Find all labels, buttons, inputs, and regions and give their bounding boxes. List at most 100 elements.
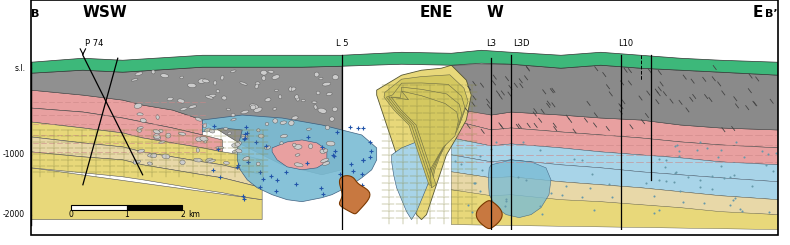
Ellipse shape <box>148 162 152 165</box>
Ellipse shape <box>265 98 271 102</box>
Ellipse shape <box>159 141 165 144</box>
Ellipse shape <box>220 75 224 80</box>
Ellipse shape <box>200 136 208 141</box>
Ellipse shape <box>153 136 161 140</box>
Polygon shape <box>389 87 461 187</box>
Polygon shape <box>31 122 262 175</box>
Ellipse shape <box>231 70 236 73</box>
Ellipse shape <box>222 96 227 100</box>
Ellipse shape <box>133 160 141 163</box>
Ellipse shape <box>319 77 323 80</box>
Ellipse shape <box>216 147 224 149</box>
Polygon shape <box>31 152 262 200</box>
Ellipse shape <box>167 97 173 101</box>
Text: -2000: -2000 <box>3 210 25 219</box>
Ellipse shape <box>240 82 247 85</box>
Text: -1000: -1000 <box>3 150 25 159</box>
Polygon shape <box>488 160 551 218</box>
Ellipse shape <box>254 107 262 112</box>
Ellipse shape <box>261 76 265 81</box>
Ellipse shape <box>226 108 231 111</box>
Ellipse shape <box>156 115 160 119</box>
Ellipse shape <box>205 158 213 162</box>
Text: L3D: L3D <box>514 39 529 48</box>
Ellipse shape <box>242 136 248 140</box>
Ellipse shape <box>301 99 305 102</box>
Ellipse shape <box>280 142 284 145</box>
Polygon shape <box>202 115 377 202</box>
Ellipse shape <box>196 137 202 142</box>
Ellipse shape <box>316 91 320 95</box>
Ellipse shape <box>320 149 325 154</box>
Text: 0: 0 <box>69 210 73 219</box>
Ellipse shape <box>307 128 311 130</box>
Text: L10: L10 <box>618 39 634 48</box>
Ellipse shape <box>137 149 145 153</box>
Polygon shape <box>391 91 458 188</box>
Ellipse shape <box>294 145 302 149</box>
Ellipse shape <box>273 108 276 110</box>
Ellipse shape <box>322 162 329 165</box>
Text: P 74: P 74 <box>85 39 103 48</box>
Text: 1: 1 <box>124 210 129 219</box>
Ellipse shape <box>152 70 155 74</box>
Ellipse shape <box>325 126 329 130</box>
Polygon shape <box>451 155 778 200</box>
Ellipse shape <box>213 81 216 85</box>
Ellipse shape <box>205 128 211 132</box>
Ellipse shape <box>250 104 258 109</box>
Ellipse shape <box>279 95 282 99</box>
Ellipse shape <box>189 105 197 108</box>
Polygon shape <box>392 142 431 220</box>
Ellipse shape <box>329 117 334 121</box>
Ellipse shape <box>196 148 199 152</box>
Polygon shape <box>384 75 468 185</box>
Ellipse shape <box>198 79 206 83</box>
Text: E: E <box>753 5 763 20</box>
Ellipse shape <box>256 162 260 166</box>
Ellipse shape <box>255 84 258 89</box>
Ellipse shape <box>333 107 337 111</box>
Polygon shape <box>476 201 502 229</box>
Ellipse shape <box>166 133 171 138</box>
Ellipse shape <box>202 79 209 83</box>
Ellipse shape <box>241 110 249 114</box>
Ellipse shape <box>257 129 260 132</box>
Polygon shape <box>31 168 262 220</box>
Text: B: B <box>31 10 40 19</box>
Ellipse shape <box>258 134 264 138</box>
Ellipse shape <box>203 123 207 128</box>
Ellipse shape <box>148 153 156 157</box>
Text: B’: B’ <box>766 10 778 19</box>
Polygon shape <box>31 90 202 135</box>
Polygon shape <box>386 83 465 186</box>
Ellipse shape <box>261 70 267 75</box>
Ellipse shape <box>209 129 215 133</box>
Polygon shape <box>377 65 472 220</box>
Text: km: km <box>189 210 201 219</box>
Ellipse shape <box>194 158 202 162</box>
Ellipse shape <box>314 72 319 77</box>
Text: s.l.: s.l. <box>14 64 25 73</box>
Ellipse shape <box>322 82 331 86</box>
Ellipse shape <box>280 121 287 124</box>
Ellipse shape <box>288 121 294 125</box>
Ellipse shape <box>314 105 317 109</box>
Ellipse shape <box>216 90 220 93</box>
Ellipse shape <box>323 149 328 152</box>
Bar <box>71 205 126 210</box>
Polygon shape <box>451 120 778 165</box>
Polygon shape <box>3 0 31 245</box>
Polygon shape <box>3 0 790 245</box>
Ellipse shape <box>241 134 248 137</box>
Ellipse shape <box>280 135 288 138</box>
Ellipse shape <box>151 153 156 158</box>
Ellipse shape <box>135 72 143 75</box>
Ellipse shape <box>292 116 298 120</box>
Ellipse shape <box>333 75 339 80</box>
Ellipse shape <box>195 117 202 121</box>
Ellipse shape <box>321 159 329 162</box>
Ellipse shape <box>275 89 278 91</box>
Polygon shape <box>451 190 778 230</box>
Ellipse shape <box>134 103 142 108</box>
